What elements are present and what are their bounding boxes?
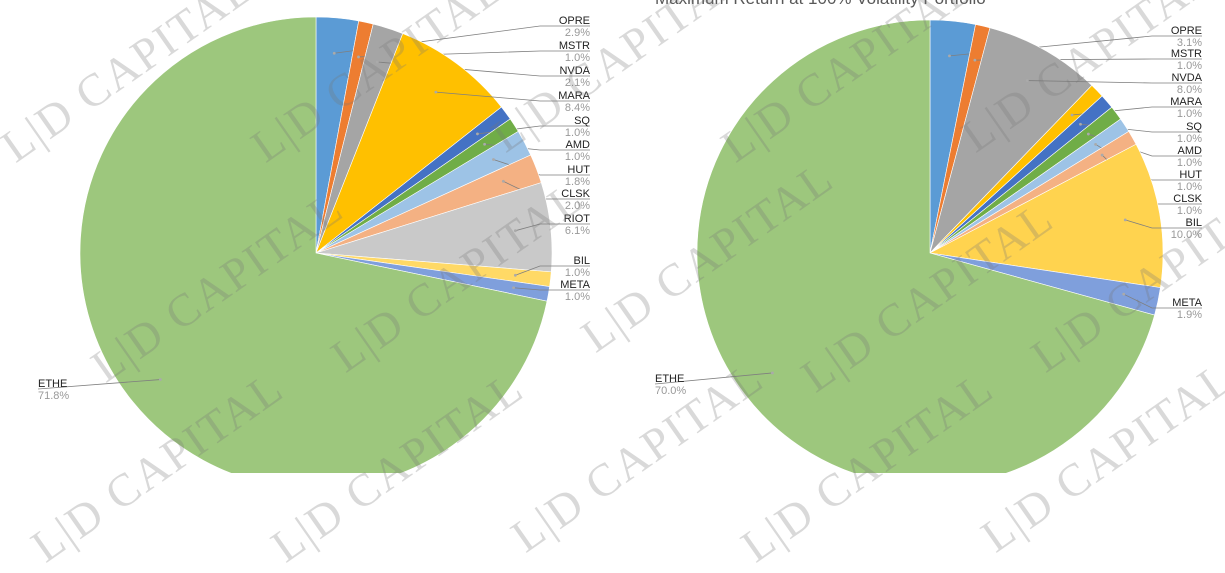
leader-dot [492,158,495,161]
slice-value-amd: 1.0% [565,151,590,163]
pie-slice-bil [929,143,1164,288]
slice-value-clsk: 1.0% [1177,205,1202,217]
chart-title-right: Maximum Return at 100% Volatility Portfo… [655,0,986,9]
leader-dot [1094,142,1097,146]
pie-slice-ethe [696,19,1155,473]
leader-dot [513,273,517,277]
slice-label-opre: OPRE [1171,25,1202,37]
leader-line [654,372,773,385]
slice-label-mstr: MSTR [559,40,590,52]
slice-label-meta: META [1172,297,1202,309]
leader-dot [357,55,360,59]
pie-slice-ethe [79,16,548,473]
leader-dot [948,54,951,58]
slice-label-amd: AMD [566,139,591,151]
slice-value-sq: 1.0% [1177,133,1202,145]
slice-value-hut: 1.8% [565,176,590,188]
slice-label-sq: SQ [574,115,590,127]
slice-label-meta: META [560,279,590,291]
slice-label-mara: MARA [558,90,590,102]
leader-dot [513,229,517,233]
leader-dot [1025,79,1029,82]
slice-label-opre: OPRE [559,15,590,27]
leader-dot [476,132,479,136]
leader-dot [501,179,505,183]
pie-chart-1: OPRE2.9%MSTR1.0%NVDA2.1%MARA8.4%SQ1.0%AM… [37,15,591,473]
slice-value-ethe: 71.8% [38,390,69,402]
leader-dot [1123,218,1127,222]
slice-value-amd: 1.0% [1177,157,1202,169]
slice-label-nvda: NVDA [1171,72,1202,84]
leader-line [1027,80,1202,84]
slice-value-mara: 1.0% [1177,108,1202,120]
slice-label-hut: HUT [1179,169,1202,181]
leader-line [37,379,161,390]
slice-label-clsk: CLSK [1173,193,1202,205]
pie-slice-mara [315,33,502,254]
slice-label-bil: BIL [1185,217,1202,229]
slice-value-opre: 2.9% [565,27,590,39]
pie-chart-2: OPRE3.1%MSTR1.0%NVDA8.0%MARA1.0%SQ1.0%AM… [654,19,1203,473]
slice-value-ethe: 70.0% [655,385,686,397]
slice-value-mara: 8.4% [565,102,590,114]
leader-dot [1070,113,1074,117]
leader-line [515,265,590,276]
pie-slice-nvda [929,27,1093,255]
slice-label-ethe: ETHE [38,378,67,390]
slice-label-mara: MARA [1170,96,1202,108]
leader-dot [770,371,774,375]
leader-dot [1122,292,1126,296]
slice-value-hut: 1.0% [1177,181,1202,193]
slice-label-ethe: ETHE [655,373,684,385]
slice-label-hut: HUT [567,164,590,176]
leader-line [515,223,590,232]
slice-value-meta: 1.0% [565,291,590,303]
slice-value-sq: 1.0% [565,127,590,139]
pie-charts: OPRE2.9%MSTR1.0%NVDA2.1%MARA8.4%SQ1.0%AM… [37,15,1203,473]
leader-dot [375,60,379,64]
slice-value-nvda: 8.0% [1177,84,1202,96]
slice-value-bil: 10.0% [1171,229,1202,241]
slice-value-opre: 3.1% [1177,37,1202,49]
slice-value-nvda: 2.1% [565,77,590,89]
slice-value-mstr: 1.0% [565,52,590,64]
leader-dot [483,142,486,146]
leader-dot [1100,153,1104,157]
leader-dot [1079,122,1082,126]
leader-line [435,91,590,102]
slice-label-riot: RIOT [564,213,591,225]
leader-line [513,287,590,291]
slice-value-riot: 6.1% [565,225,590,237]
slice-label-mstr: MSTR [1171,48,1202,60]
leader-dot [512,286,515,290]
slice-label-clsk: CLSK [561,188,590,200]
slice-value-bil: 1.0% [565,267,590,279]
leader-dot [1086,132,1090,136]
leader-dot [434,90,438,94]
slice-label-bil: BIL [573,255,590,267]
slice-value-clsk: 2.0% [565,200,590,212]
slice-value-meta: 1.9% [1177,309,1202,321]
slice-label-nvda: NVDA [559,65,590,77]
leader-dot [973,58,977,62]
leader-dot [158,378,162,381]
leader-line [1125,219,1202,229]
leader-line [1123,293,1202,309]
slice-label-sq: SQ [1186,121,1202,133]
slice-label-amd: AMD [1178,145,1203,157]
slice-value-mstr: 1.0% [1177,60,1202,72]
leader-dot [332,51,336,55]
